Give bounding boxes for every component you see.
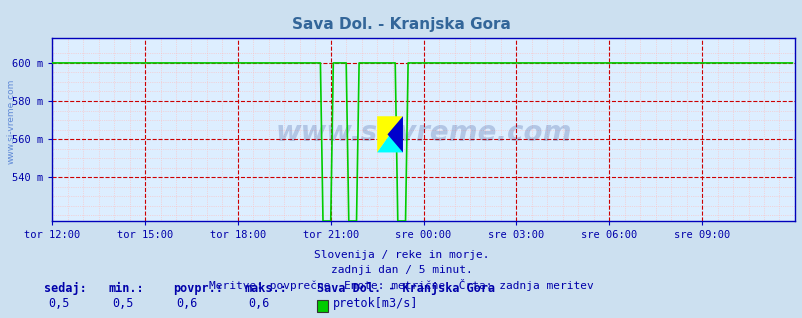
Text: www.si-vreme.com: www.si-vreme.com (6, 78, 15, 163)
Text: 0,5: 0,5 (48, 297, 69, 310)
Polygon shape (377, 116, 403, 152)
Text: 0,5: 0,5 (112, 297, 133, 310)
Text: www.si-vreme.com: www.si-vreme.com (275, 119, 571, 147)
Text: maks.:: maks.: (245, 282, 287, 295)
Text: 0,6: 0,6 (176, 297, 197, 310)
Polygon shape (377, 116, 403, 152)
Polygon shape (387, 116, 403, 152)
Text: min.:: min.: (108, 282, 144, 295)
Text: povpr.:: povpr.: (172, 282, 222, 295)
Text: 0,6: 0,6 (249, 297, 269, 310)
Text: zadnji dan / 5 minut.: zadnji dan / 5 minut. (330, 265, 472, 274)
Text: Sava Dol. - Kranjska Gora: Sava Dol. - Kranjska Gora (292, 17, 510, 32)
Text: sedaj:: sedaj: (44, 282, 87, 295)
Text: pretok[m3/s]: pretok[m3/s] (332, 297, 417, 310)
Text: Sava Dol. - Kranjska Gora: Sava Dol. - Kranjska Gora (317, 282, 495, 295)
Text: Meritve: povprečne  Enote: metrične  Črta: zadnja meritev: Meritve: povprečne Enote: metrične Črta:… (209, 279, 593, 291)
Text: Slovenija / reke in morje.: Slovenija / reke in morje. (314, 250, 488, 259)
